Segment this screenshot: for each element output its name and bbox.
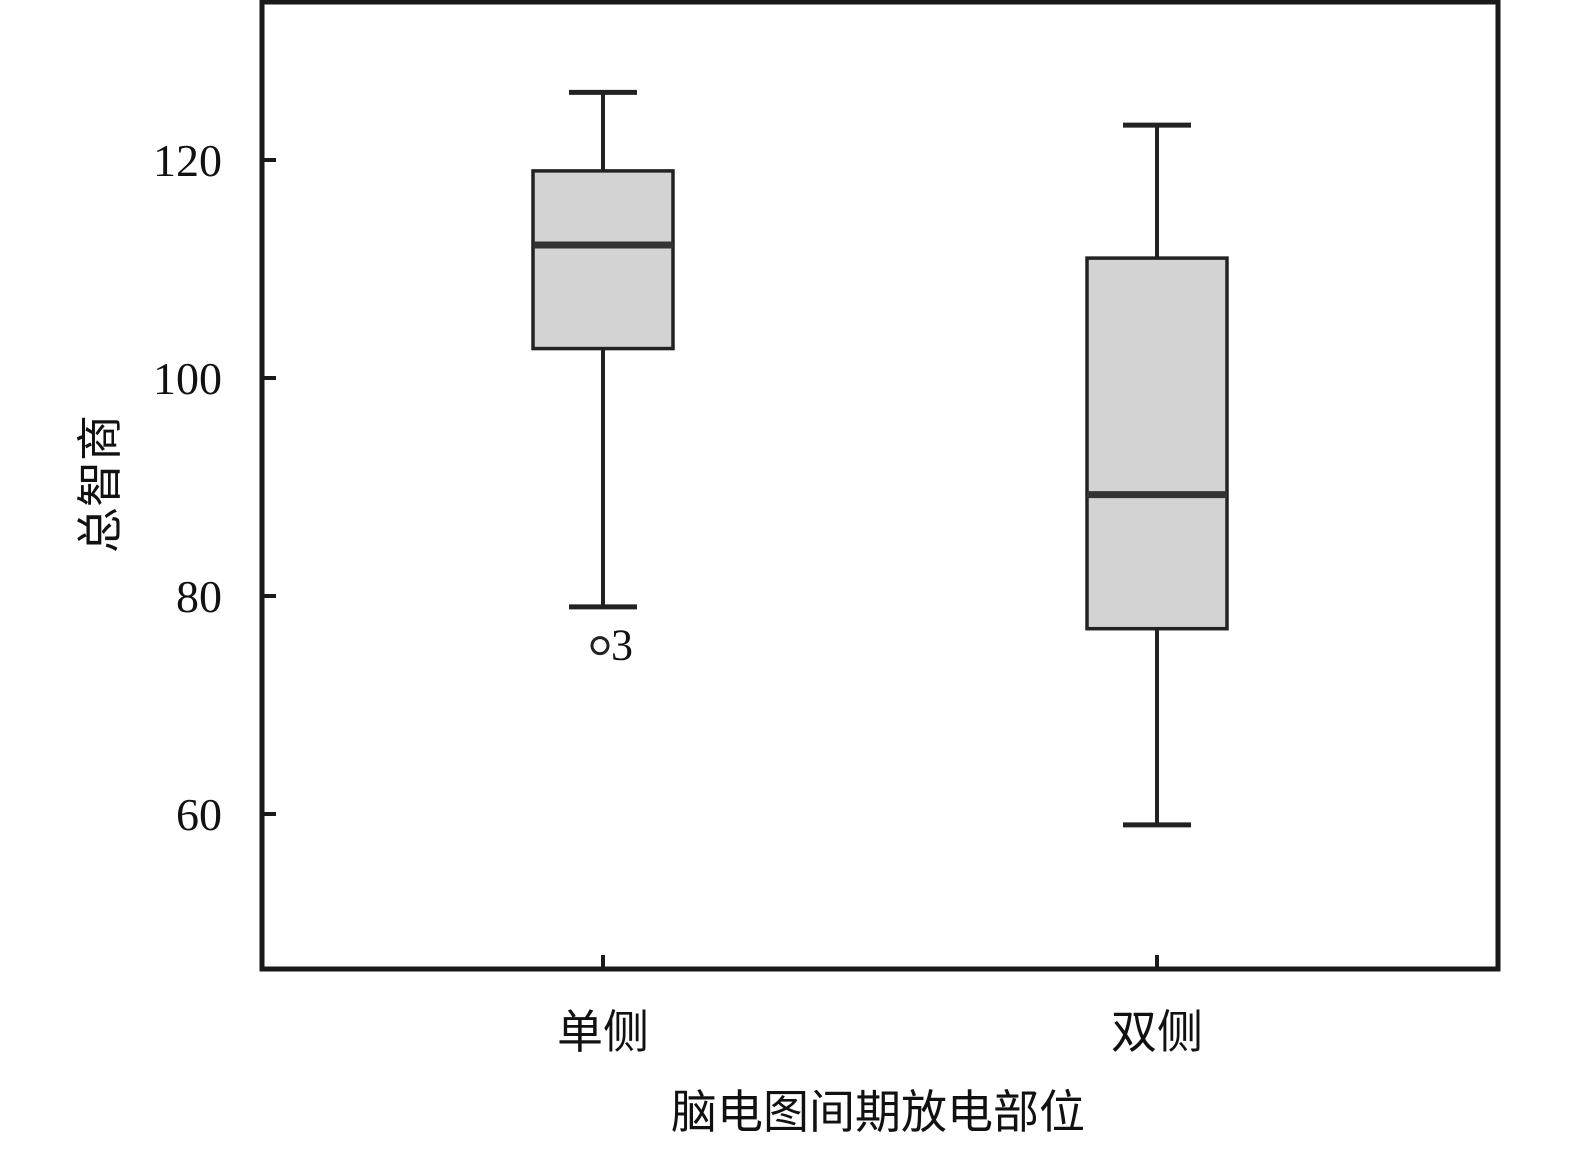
box-group-2 xyxy=(1085,122,1229,828)
x-axis-title: 脑电图间期放电部位 xyxy=(671,1085,1085,1139)
y-axis-title: 总智商 xyxy=(73,415,127,553)
plot-frame xyxy=(259,0,1501,972)
plot-area: 3 xyxy=(531,89,1229,828)
x-tick-label: 双侧 xyxy=(1111,1005,1203,1059)
x-axis: 单侧 双侧 xyxy=(557,955,1203,1059)
y-tick-label: 60 xyxy=(176,789,222,840)
y-tick-label: 80 xyxy=(176,571,222,622)
y-tick-label: 100 xyxy=(153,353,222,404)
x-tick-label: 单侧 xyxy=(557,1005,649,1059)
outlier-point xyxy=(590,636,610,656)
iqr-box xyxy=(1085,256,1229,631)
y-axis: 60 80 100 120 xyxy=(153,135,276,840)
box-group-1: 3 xyxy=(531,89,675,670)
outlier-label: 3 xyxy=(611,621,633,670)
y-tick-label: 120 xyxy=(153,135,222,186)
iqr-box xyxy=(531,169,675,351)
